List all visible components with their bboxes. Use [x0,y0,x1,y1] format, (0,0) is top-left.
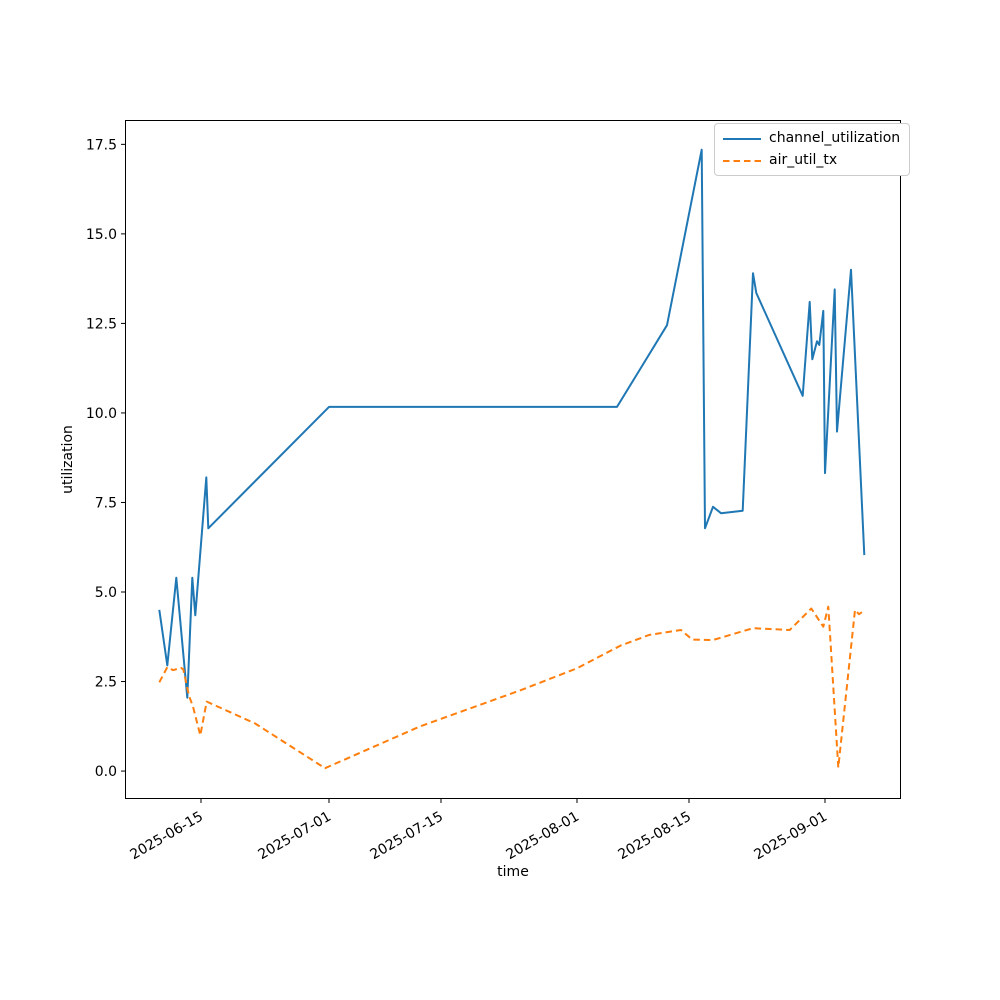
x-axis-label: time [497,864,529,880]
y-tick-label: 15.0 [86,227,117,243]
y-axis-ticks: 0.0 2.5 5.0 7.5 10.0 12.5 15.0 17.5 [86,137,125,780]
series-line-air_util_tx [158,605,864,770]
x-tick-label: 2025-09-01 [752,809,830,864]
y-tick-label: 2.5 [95,675,117,691]
legend-item-channel_utilization[interactable]: channel_utilization [723,130,900,147]
series-group [158,148,866,770]
y-tick-label: 5.0 [95,585,117,601]
plot-frame [125,120,901,799]
legend-item-air_util_tx[interactable]: air_util_tx [723,152,900,169]
y-tick-label: 12.5 [86,316,117,332]
y-axis-label: utilization [60,425,76,494]
y-tick-label: 10.0 [86,406,117,422]
y-tick-label: 7.5 [95,495,117,511]
legend-label: channel_utilization [769,130,901,146]
legend-line-sample-dashed [723,159,761,162]
x-tick-label: 2025-07-01 [256,809,334,864]
y-tick-label: 0.0 [95,764,117,780]
legend[interactable]: channel_utilization air_util_tx [714,123,911,176]
x-tick-label: 2025-06-15 [128,809,206,864]
y-tick-label: 17.5 [86,137,117,153]
x-tick-label: 2025-07-15 [368,809,446,864]
x-tick-label: 2025-08-01 [504,809,582,864]
series-line-channel_utilization [158,148,866,699]
legend-label: air_util_tx [769,152,838,168]
x-tick-label: 2025-08-15 [616,809,694,864]
legend-line-sample-solid [723,137,761,140]
x-axis-ticks: 2025-06-15 2025-07-01 2025-07-15 2025-08-01… [128,799,830,863]
